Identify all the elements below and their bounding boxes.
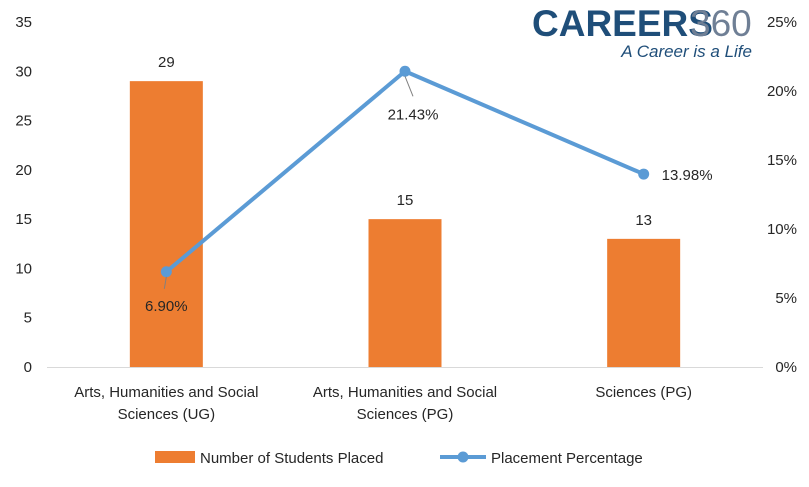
leader-line xyxy=(163,276,167,289)
y-left-tick-label: 35 xyxy=(15,14,32,31)
bar xyxy=(129,81,203,368)
legend-swatch-marker xyxy=(457,451,469,463)
x-tick-label: Sciences (UG) xyxy=(118,406,216,423)
x-tick-label: Sciences (PG) xyxy=(595,384,692,401)
y-right-tick-label: 25% xyxy=(767,14,797,31)
x-tick-label: Arts, Humanities and Social xyxy=(74,384,258,401)
bar-data-label: 13 xyxy=(635,212,652,229)
y-right-tick-label: 0% xyxy=(775,359,797,376)
legend-label-line: Placement Percentage xyxy=(491,450,643,467)
y-left-tick-label: 10 xyxy=(15,260,32,277)
y-left-tick-label: 20 xyxy=(15,162,32,179)
legend-label-bars: Number of Students Placed xyxy=(200,450,383,467)
y-left-tick-label: 0 xyxy=(24,359,32,376)
x-tick-label: Sciences (PG) xyxy=(357,406,454,423)
line-data-label: 6.90% xyxy=(145,298,188,315)
y-right-tick-label: 15% xyxy=(767,152,797,169)
x-tick-label: Arts, Humanities and Social xyxy=(313,384,497,401)
line-data-label: 21.43% xyxy=(388,106,439,123)
bar xyxy=(607,238,681,367)
y-right-tick-label: 5% xyxy=(775,290,797,307)
y-right-tick-label: 20% xyxy=(767,83,797,100)
line-point xyxy=(399,65,411,77)
leader-line xyxy=(404,76,414,97)
bar-data-label: 29 xyxy=(158,54,175,71)
bar-data-label: 15 xyxy=(397,192,414,209)
y-left-tick-label: 30 xyxy=(15,63,32,80)
line-point xyxy=(638,168,650,180)
line-data-label: 13.98% xyxy=(662,167,713,184)
y-left-tick-label: 25 xyxy=(15,113,32,130)
y-left-tick-label: 5 xyxy=(24,310,32,327)
logo-brand-text: CAREERS xyxy=(532,3,713,44)
logo-tagline: A Career is a Life xyxy=(620,42,752,61)
line-point xyxy=(160,266,172,278)
y-left-tick-label: 15 xyxy=(15,211,32,228)
logo-number-text: 360 xyxy=(690,3,752,44)
bar xyxy=(368,219,442,367)
y-right-tick-label: 10% xyxy=(767,221,797,238)
legend-swatch-bars xyxy=(155,451,195,463)
